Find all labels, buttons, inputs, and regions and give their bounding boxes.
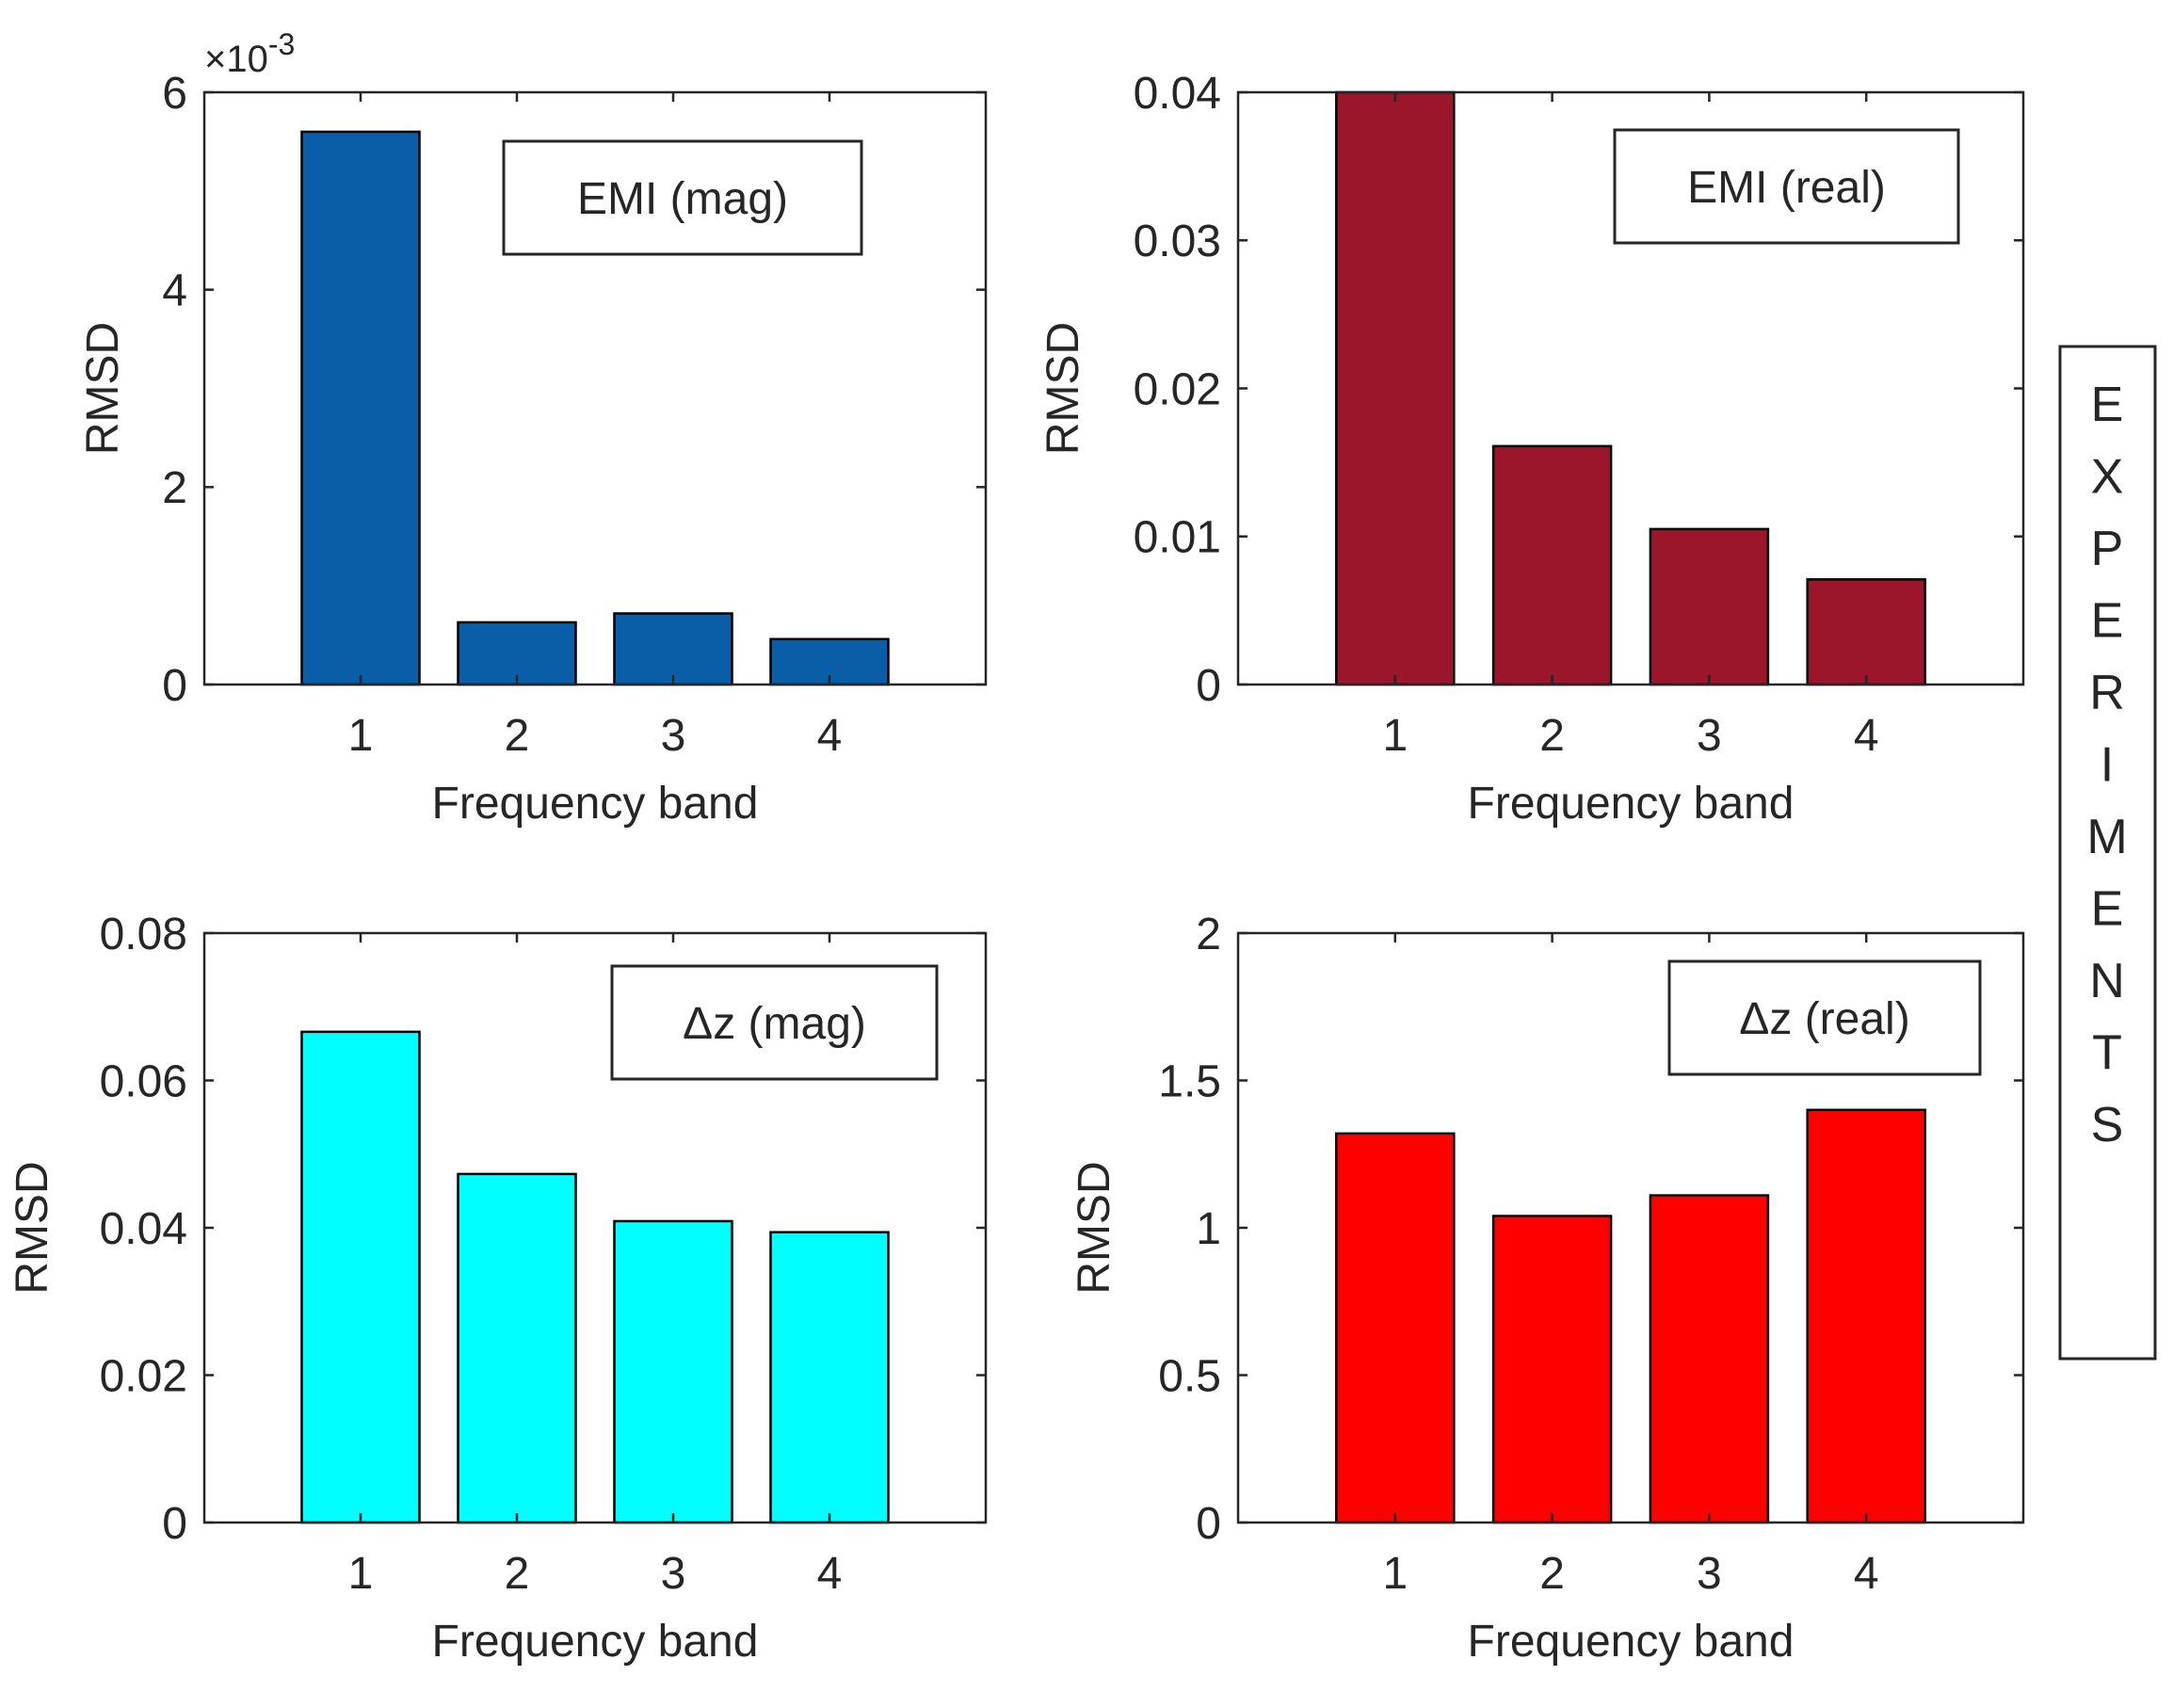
chart-panel-2: 0 0.01 0.02 0.03 0.04 1 2 3 4 Frequency band RMSD E…	[1038, 69, 2025, 829]
bar	[300, 1030, 421, 1524]
y-tick-label: 0.03	[1134, 217, 1221, 266]
side-label-letter: T	[2092, 1026, 2122, 1081]
y-tick-label: 0.04	[100, 1204, 187, 1254]
y-tick-label: 0.06	[100, 1056, 187, 1106]
x-tick-label: 3	[661, 711, 686, 761]
legend-label: EMI (mag)	[577, 174, 788, 224]
bar	[1806, 1108, 1926, 1524]
side-label-letter: M	[2086, 810, 2127, 864]
y-axis-label: RMSD	[1070, 1161, 1119, 1294]
x-tick-label: 2	[505, 1549, 530, 1599]
y-tick-label: 1	[1196, 1204, 1221, 1254]
side-label-letter: P	[2091, 522, 2124, 576]
bar	[613, 612, 733, 686]
bar	[457, 620, 577, 686]
bar	[1335, 1132, 1456, 1524]
y-axis-label: RMSD	[8, 1161, 57, 1294]
legend-label: Δz (real)	[1739, 994, 1909, 1044]
x-tick-label: 2	[1539, 1549, 1565, 1599]
legend-label: EMI (real)	[1687, 163, 1886, 213]
side-label-letter: N	[2089, 954, 2125, 1008]
y-tick-label: 0.02	[1134, 364, 1221, 414]
bar	[1335, 90, 1456, 686]
x-tick-label: 1	[348, 711, 374, 761]
x-axis-label: Frequency band	[432, 1617, 759, 1667]
side-label-box	[2058, 345, 2157, 1361]
x-tick-label: 3	[1697, 1549, 1722, 1599]
y-tick-label: 0.04	[1134, 69, 1221, 119]
bar	[613, 1219, 733, 1524]
side-label-letter: E	[2091, 594, 2124, 649]
y-tick-label: 0	[162, 1499, 187, 1549]
legend-box	[502, 139, 863, 256]
bar	[1649, 527, 1770, 686]
y-tick-label: 6	[162, 69, 187, 119]
y-axis-label: RMSD	[78, 322, 128, 455]
x-tick-label: 1	[1382, 1549, 1408, 1599]
y-tick-label: 2	[162, 463, 187, 513]
y-tick-label: 0.5	[1158, 1351, 1221, 1401]
x-axis-label: Frequency band	[432, 779, 759, 829]
x-tick-label: 1	[348, 1549, 374, 1599]
chart-panel-3: 0 0.02 0.04 0.06 0.08 1 2 3 4 Frequency band RMSD Δ…	[8, 910, 988, 1667]
x-tick-label: 2	[1539, 711, 1565, 761]
side-label-letter: S	[2091, 1098, 2124, 1152]
exponent-base: ×10	[204, 39, 268, 80]
y-tick-label: 4	[162, 266, 187, 315]
legend-label: Δz (mag)	[683, 999, 866, 1049]
chart-panel-1: 0 2 4 6 1 2 3 4 Frequency band RMSD ×10-3 EMI (mag)	[78, 27, 988, 829]
y-tick-label: 1.5	[1158, 1056, 1221, 1106]
y-tick-label: 0	[1196, 1499, 1221, 1549]
legend-box	[1613, 128, 1960, 245]
bar	[1491, 1215, 1613, 1524]
legend-box	[1667, 959, 1982, 1076]
axes-frame	[202, 90, 988, 686]
x-tick-label: 4	[817, 1549, 843, 1599]
exponent-power: -3	[268, 27, 295, 61]
side-label-letter: I	[2101, 738, 2114, 793]
x-tick-label: 3	[661, 1549, 686, 1599]
bar	[1806, 578, 1926, 686]
y-tick-label: 0	[1196, 661, 1221, 711]
x-axis-label: Frequency band	[1468, 1617, 1795, 1667]
y-tick-label: 2	[1196, 910, 1221, 959]
x-tick-label: 2	[505, 711, 530, 761]
x-tick-label: 3	[1697, 711, 1722, 761]
side-label-letter: X	[2091, 450, 2124, 505]
y-axis-label: RMSD	[1038, 322, 1088, 455]
bar	[457, 1172, 577, 1524]
bar	[1491, 444, 1613, 686]
side-label-letter: E	[2091, 882, 2124, 937]
bar	[1649, 1194, 1770, 1524]
bar	[769, 1231, 890, 1524]
chart-panel-4: 0 0.5 1 1.5 2 1 2 3 4 Frequency band RMSD Δz (real)	[1070, 910, 2025, 1667]
x-tick-label: 4	[817, 711, 843, 761]
x-tick-label: 1	[1382, 711, 1408, 761]
side-label-letter: E	[2091, 378, 2124, 432]
legend-box	[610, 964, 939, 1081]
side-label-letter: R	[2089, 666, 2125, 720]
y-exponent-label: ×10-3	[204, 27, 295, 80]
y-tick-label: 0.01	[1134, 513, 1221, 563]
x-axis-label: Frequency band	[1468, 779, 1795, 829]
y-tick-label: 0	[162, 661, 187, 711]
y-tick-label: 0.08	[100, 910, 187, 959]
x-tick-label: 4	[1854, 711, 1879, 761]
y-tick-label: 0.02	[100, 1351, 187, 1401]
x-tick-label: 4	[1854, 1549, 1879, 1599]
bar	[300, 130, 421, 686]
